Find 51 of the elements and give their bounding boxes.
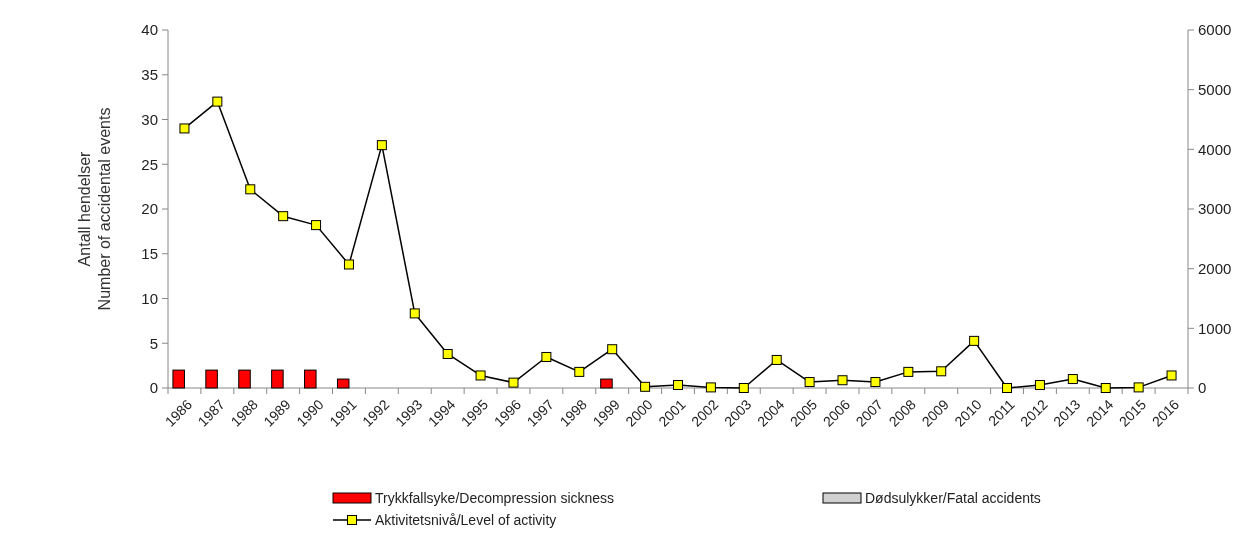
y2-tick-label: 6000 — [1198, 21, 1232, 39]
point — [607, 344, 618, 355]
legend-label: Aktivitetsnivå/Level of activity — [375, 511, 557, 528]
point — [870, 377, 881, 388]
y-tick-label: 35 — [141, 66, 158, 83]
point — [311, 220, 322, 231]
y-tick-label: 30 — [141, 110, 158, 128]
point — [409, 308, 420, 319]
point — [442, 348, 453, 359]
point — [475, 370, 486, 381]
point — [640, 381, 651, 392]
point — [771, 354, 782, 365]
y-axis-title: Antall hendelser Number of accidental events — [76, 107, 113, 311]
point — [1166, 370, 1177, 381]
point — [1002, 383, 1013, 393]
legend-label: Trykkfallsyke/Decompression sickness — [375, 489, 615, 506]
y-tick-label: 40 — [141, 21, 158, 39]
point — [574, 366, 585, 377]
y-tick-label: 0 — [149, 379, 158, 397]
y2-tick-label: 4000 — [1198, 140, 1232, 158]
point — [343, 259, 354, 270]
point — [804, 377, 815, 388]
legend-label: Dødsulykker/Fatal accidents — [865, 489, 1041, 506]
point — [903, 366, 914, 377]
point — [837, 375, 848, 386]
y-tick-label: 5 — [149, 334, 158, 352]
point — [1067, 374, 1078, 385]
point — [1034, 380, 1045, 391]
y2-tick-label: 0 — [1198, 379, 1207, 397]
point — [738, 383, 749, 393]
y2-tick-label: 1000 — [1198, 319, 1232, 337]
point — [1133, 382, 1144, 393]
y-tick-label: 15 — [141, 245, 158, 262]
y2-tick-label: 5000 — [1198, 80, 1232, 98]
point — [705, 382, 716, 393]
point — [541, 351, 552, 362]
y2-tick-label: 3000 — [1198, 200, 1232, 218]
point — [936, 366, 947, 377]
y-tick-label: 10 — [141, 289, 158, 307]
y-tick-label: 25 — [141, 155, 158, 173]
point — [245, 184, 256, 195]
point — [179, 123, 190, 134]
y-tick-label: 20 — [141, 200, 158, 218]
point — [508, 377, 519, 388]
point — [673, 380, 683, 391]
point — [278, 211, 289, 222]
point — [376, 140, 387, 151]
point — [1100, 383, 1111, 393]
point — [969, 335, 980, 346]
point — [212, 96, 223, 107]
y2-tick-label: 2000 — [1198, 259, 1232, 277]
